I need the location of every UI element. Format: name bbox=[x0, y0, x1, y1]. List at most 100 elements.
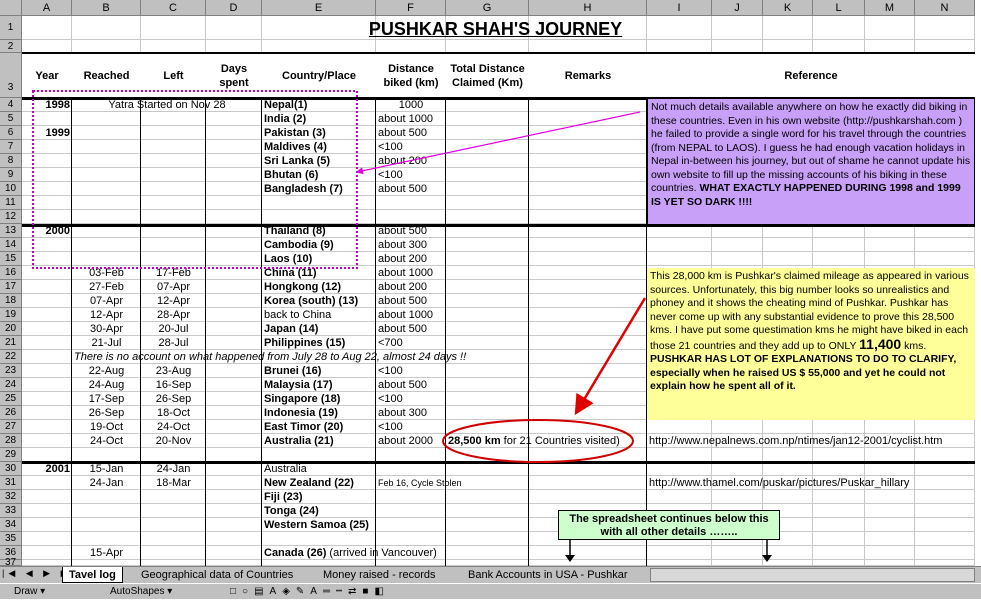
row-header-28[interactable]: 28 bbox=[0, 434, 22, 448]
row-header-8[interactable]: 8 bbox=[0, 154, 22, 168]
cell-e7: Maldives (4) bbox=[262, 140, 376, 154]
cell-text: 28-Jul bbox=[158, 337, 189, 349]
row-header-14[interactable]: 14 bbox=[0, 238, 22, 252]
row-header-5[interactable]: 5 bbox=[0, 112, 22, 126]
row-header-24[interactable]: 24 bbox=[0, 378, 22, 392]
row-header-20[interactable]: 20 bbox=[0, 322, 22, 336]
cell-f6: about 500 bbox=[376, 126, 446, 140]
row-header-3[interactable]: 3 bbox=[0, 53, 22, 98]
gridline bbox=[22, 153, 975, 154]
cell-i28[interactable]: http://www.nepalnews.com.np/ntimes/jan12… bbox=[647, 434, 942, 448]
cell-b16: 03-Feb bbox=[72, 266, 141, 280]
tab-scroll-buttons[interactable]: |◀ ◀ ▶ ▶| bbox=[2, 568, 78, 578]
row-header-27[interactable]: 27 bbox=[0, 420, 22, 434]
row-header-22[interactable]: 22 bbox=[0, 350, 22, 364]
row-header-35[interactable]: 35 bbox=[0, 532, 22, 546]
column-header-d[interactable]: D bbox=[206, 0, 262, 16]
column-header-h[interactable]: H bbox=[529, 0, 647, 16]
row-header-12[interactable]: 12 bbox=[0, 210, 22, 224]
row-header-2[interactable]: 2 bbox=[0, 40, 22, 53]
column-header-b[interactable]: B bbox=[72, 0, 141, 16]
column-header-i[interactable]: I bbox=[647, 0, 712, 16]
cell-e33: Tonga (24) bbox=[262, 504, 376, 518]
column-header-j[interactable]: J bbox=[712, 0, 763, 16]
cell-text: 28,500 km bbox=[448, 435, 501, 447]
draw-menu-button[interactable]: Draw ▾ bbox=[14, 586, 46, 597]
header-distance-biked-km-: Distance biked (km) bbox=[376, 54, 446, 97]
cell-text: Bangladesh (7) bbox=[264, 183, 343, 195]
drawing-tool-icons[interactable]: □○▤A◈✎A═┅⇄■◧ bbox=[230, 586, 390, 597]
row-header-31[interactable]: 31 bbox=[0, 476, 22, 490]
cell-text: New Zealand (22) bbox=[264, 477, 354, 489]
column-header-e[interactable]: E bbox=[262, 0, 376, 16]
row-header-9[interactable]: 9 bbox=[0, 168, 22, 182]
cell-i31[interactable]: http://www.thamel.com/puskar/pictures/Pu… bbox=[647, 476, 909, 490]
cell-text: 1000 bbox=[398, 99, 424, 111]
row-header-21[interactable]: 21 bbox=[0, 336, 22, 350]
column-header-a[interactable]: A bbox=[22, 0, 72, 16]
row-header-18[interactable]: 18 bbox=[0, 294, 22, 308]
cell-text: 24-Jan bbox=[156, 463, 191, 475]
column-header-g[interactable]: G bbox=[446, 0, 529, 16]
row-header-4[interactable]: 4 bbox=[0, 98, 22, 112]
cell-f13: about 500 bbox=[376, 224, 446, 238]
down-arrow-right-head bbox=[762, 555, 772, 562]
cell-text: about 300 bbox=[378, 407, 427, 419]
gridline bbox=[22, 489, 975, 490]
cell-text: Hongkong (12) bbox=[264, 281, 341, 293]
cell-b36: 15-Apr bbox=[72, 546, 141, 560]
row-header-29[interactable]: 29 bbox=[0, 448, 22, 462]
cell-b31: 24-Jan bbox=[72, 476, 141, 490]
row-header-37[interactable]: 37 bbox=[0, 558, 22, 568]
row-header-6[interactable]: 6 bbox=[0, 126, 22, 140]
sheet-title: PUSHKAR SHAH'S JOURNEY bbox=[368, 19, 623, 39]
row-header-1[interactable]: 1 bbox=[0, 16, 22, 40]
cell-c31: 18-Mar bbox=[141, 476, 206, 490]
cell-a4: 1998 bbox=[22, 98, 72, 112]
gridline bbox=[22, 321, 975, 322]
note-yellow: This 28,000 km is Pushkar's claimed mile… bbox=[647, 268, 975, 420]
cell-text: 12-Apr bbox=[89, 309, 124, 321]
row-header-32[interactable]: 32 bbox=[0, 490, 22, 504]
row-header-10[interactable]: 10 bbox=[0, 182, 22, 196]
row-header-17[interactable]: 17 bbox=[0, 280, 22, 294]
row-header-19[interactable]: 19 bbox=[0, 308, 22, 322]
cell-c25: 26-Sep bbox=[141, 392, 206, 406]
column-border bbox=[646, 53, 647, 566]
cell-text: about 500 bbox=[378, 183, 427, 195]
autoshapes-menu-button[interactable]: AutoShapes ▾ bbox=[110, 586, 173, 597]
row-header-26[interactable]: 26 bbox=[0, 406, 22, 420]
row-header-30[interactable]: 30 bbox=[0, 462, 22, 476]
select-all-corner[interactable] bbox=[0, 0, 22, 16]
cell-text: about 1000 bbox=[378, 309, 434, 321]
row-header-11[interactable]: 11 bbox=[0, 196, 22, 210]
column-header-f[interactable]: F bbox=[376, 0, 446, 16]
tab-bank-accounts[interactable]: Bank Accounts in USA - Pushkar bbox=[468, 569, 628, 581]
red-ellipse bbox=[442, 419, 634, 463]
cell-text-suffix: (arrived in Vancouver) bbox=[326, 547, 437, 559]
tab-money-raised[interactable]: Money raised - records bbox=[323, 569, 436, 581]
tab-geographical-data[interactable]: Geographical data of Countries bbox=[141, 569, 294, 581]
cell-e16: China (11) bbox=[262, 266, 376, 280]
column-header-k[interactable]: K bbox=[763, 0, 813, 16]
column-header-m[interactable]: M bbox=[865, 0, 915, 16]
row-header-15[interactable]: 15 bbox=[0, 252, 22, 266]
row-header-23[interactable]: 23 bbox=[0, 364, 22, 378]
horizontal-scrollbar[interactable] bbox=[650, 568, 975, 582]
row-header-36[interactable]: 36 bbox=[0, 546, 22, 560]
cell-b21: 21-Jul bbox=[72, 336, 141, 350]
row-header-7[interactable]: 7 bbox=[0, 140, 22, 154]
cell-text: about 1000 bbox=[378, 113, 434, 125]
column-header-l[interactable]: L bbox=[813, 0, 865, 16]
cell-a30: 2001 bbox=[22, 462, 72, 476]
cell-f20: about 500 bbox=[376, 322, 446, 336]
row-header-25[interactable]: 25 bbox=[0, 392, 22, 406]
column-header-c[interactable]: C bbox=[141, 0, 206, 16]
row-header-33[interactable]: 33 bbox=[0, 504, 22, 518]
tab-travel-log[interactable]: Tavel log bbox=[62, 567, 123, 583]
row-header-13[interactable]: 13 bbox=[0, 224, 22, 238]
column-header-n[interactable]: N bbox=[915, 0, 975, 16]
row-header-16[interactable]: 16 bbox=[0, 266, 22, 280]
cell-text: Brunei (16) bbox=[264, 365, 322, 377]
row-header-34[interactable]: 34 bbox=[0, 518, 22, 532]
